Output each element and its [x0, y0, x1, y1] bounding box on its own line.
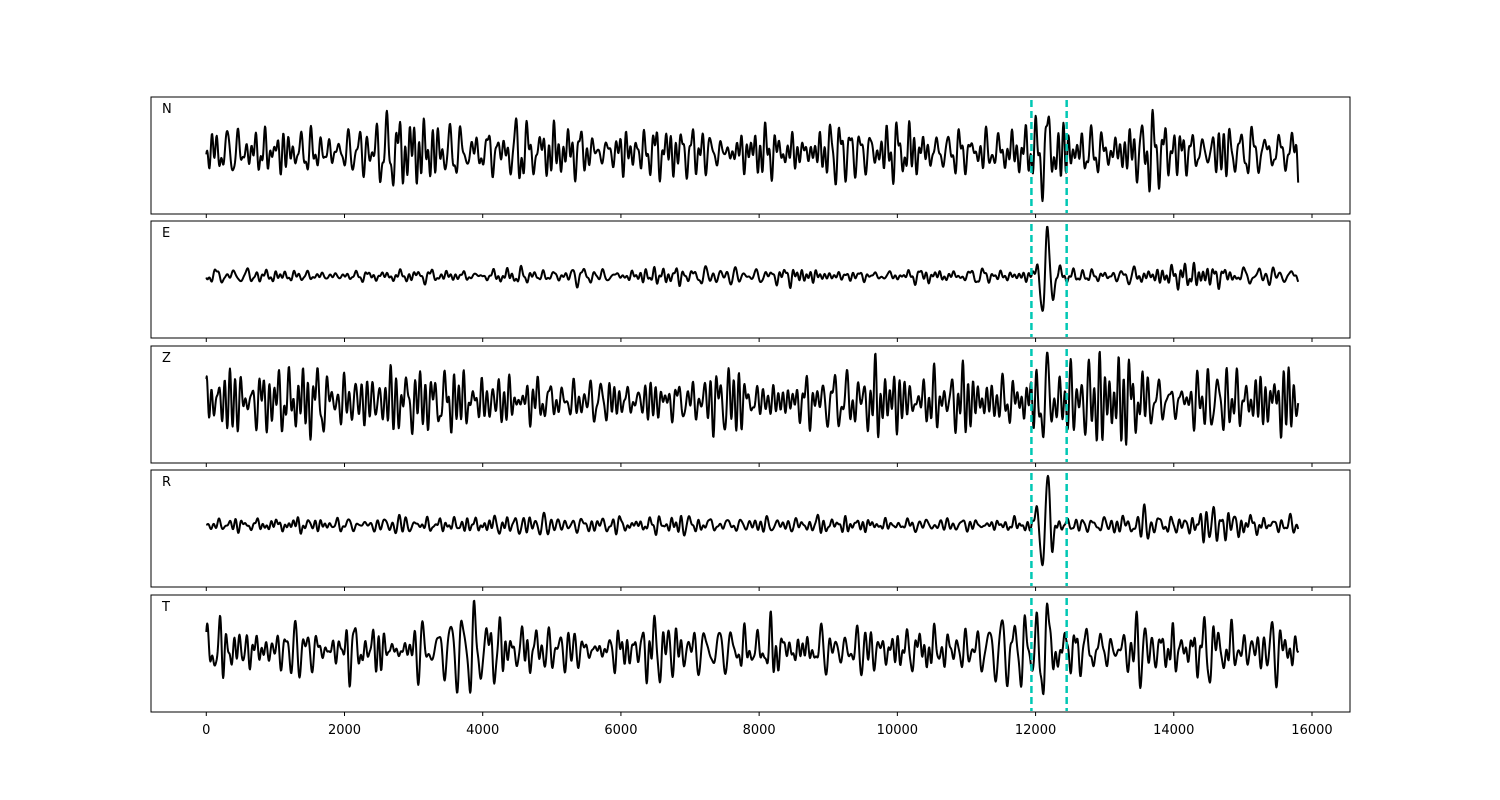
panel-t: T — [150, 594, 1351, 716]
x-tick-label: 6000 — [604, 723, 637, 738]
panel-r: R — [150, 469, 1351, 591]
panel-frame — [150, 594, 1351, 713]
x-tick-label: 0 — [202, 723, 210, 738]
panel-e: E — [150, 220, 1351, 342]
panel-label: E — [162, 226, 170, 241]
trace-line — [205, 350, 1300, 446]
x-tick-label: 16000 — [1291, 723, 1332, 738]
panel-frame — [150, 220, 1351, 339]
panel-frame — [150, 469, 1351, 588]
trace-line — [205, 474, 1300, 567]
trace-line — [205, 225, 1300, 312]
x-tick-label: 8000 — [743, 723, 776, 738]
x-tick-label: 4000 — [466, 723, 499, 738]
panel-label: R — [162, 475, 171, 490]
panels-group: N E Z R T — [150, 96, 1351, 716]
panel-frame — [150, 96, 1351, 215]
trace-line — [205, 108, 1300, 203]
x-tick-label: 10000 — [877, 723, 918, 738]
panel-z: Z — [150, 345, 1351, 467]
trace-line — [205, 599, 1300, 696]
x-tick-label: 2000 — [328, 723, 361, 738]
x-tick-label: 14000 — [1153, 723, 1194, 738]
panel-label: N — [162, 102, 172, 117]
panel-frame — [150, 345, 1351, 464]
x-axis: 0 2000 4000 6000 8000 10000 12000 14000 16000 — [202, 723, 1333, 738]
panel-label: Z — [162, 351, 171, 366]
panel-n: N — [150, 96, 1351, 218]
x-tick-label: 12000 — [1015, 723, 1056, 738]
panel-label: T — [161, 600, 170, 615]
